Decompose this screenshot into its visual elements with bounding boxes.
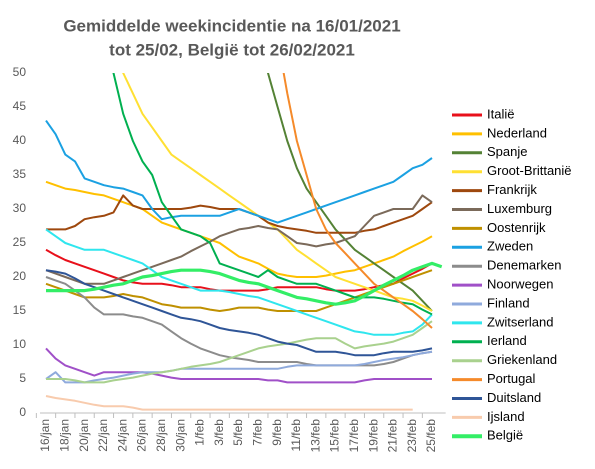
y-tick-label: 30 [13, 201, 27, 215]
plot-area [45, 73, 443, 411]
x-tick-label: 24/jan [115, 419, 129, 452]
y-tick-label: 5 [19, 371, 26, 385]
legend-label: Portugal [487, 371, 536, 386]
x-tick-label: 3/feb [212, 419, 226, 446]
legend-label: Griekenland [487, 352, 557, 367]
y-tick-label: 15 [13, 303, 27, 317]
x-tick-label: 21/feb [386, 419, 400, 453]
x-tick-label: 16/jan [38, 419, 52, 452]
legend-label: Zwitserland [487, 314, 553, 329]
legend-label: Zweden [487, 239, 533, 254]
series-line [122, 73, 433, 312]
x-tick-label: 5/feb [231, 419, 245, 446]
series-line [45, 194, 433, 285]
series-line [45, 276, 433, 367]
x-tick-label: 11/feb [289, 419, 303, 452]
series-line [45, 120, 433, 224]
series-line [45, 347, 432, 384]
legend-label: Oostenrijk [487, 220, 546, 235]
x-tick-label: 20/jan [77, 419, 91, 452]
legend-label: Italië [487, 106, 514, 121]
series-line [45, 228, 433, 336]
chart-title: tot 25/02, België tot 26/02/2021 [109, 40, 355, 59]
y-tick-label: 0 [19, 405, 26, 419]
legend-label: Finland [487, 295, 530, 310]
x-tick-label: 23/feb [405, 419, 419, 453]
y-tick-label: 45 [13, 99, 27, 113]
series-line [46, 261, 443, 306]
series-line [45, 180, 433, 278]
y-tick-label: 35 [13, 167, 27, 181]
series-line [45, 269, 433, 357]
x-tick-label: 9/feb [270, 419, 284, 446]
legend-label: Ijsland [487, 409, 525, 424]
legend-label: Duitsland [487, 390, 541, 405]
x-tick-label: 30/jan [173, 419, 187, 452]
y-tick-label: 10 [13, 337, 27, 351]
x-tick-label: 26/jan [135, 419, 149, 452]
series-line [45, 350, 433, 384]
legend-label: Frankrijk [487, 182, 537, 197]
series-line [46, 320, 433, 384]
x-tick-label: 7/feb [250, 419, 264, 446]
legend-label: Luxemburg [487, 201, 552, 216]
x-tick-label: 22/jan [96, 419, 110, 452]
x-tick-label: 25/feb [424, 419, 438, 453]
x-tick-label: 19/feb [366, 419, 380, 453]
x-tick-label: 17/feb [347, 419, 361, 453]
y-tick-label: 20 [13, 269, 27, 283]
y-tick-label: 40 [13, 133, 27, 147]
x-tick-label: 15/feb [328, 419, 342, 453]
legend-label: Noorwegen [487, 277, 554, 292]
legend-label: Ierland [487, 333, 527, 348]
x-tick-label: 18/jan [57, 419, 71, 452]
x-tick-label: 13/feb [308, 419, 322, 453]
y-tick-label: 25 [13, 235, 27, 249]
chart-title: Gemiddelde weekincidentie na 16/01/2021 [63, 16, 400, 35]
legend-label: Spanje [487, 144, 527, 159]
series-line [112, 73, 433, 316]
legend-label: Denemarken [487, 258, 561, 273]
legend-label: Nederland [487, 125, 547, 140]
x-tick-label: 28/jan [154, 419, 168, 452]
series-line [45, 395, 413, 411]
x-tick-label: 1/feb [193, 419, 207, 446]
series-line [282, 73, 433, 329]
legend-label: Groot-Brittanië [487, 163, 572, 178]
y-tick-label: 50 [13, 65, 27, 79]
legend-label: België [487, 428, 523, 443]
